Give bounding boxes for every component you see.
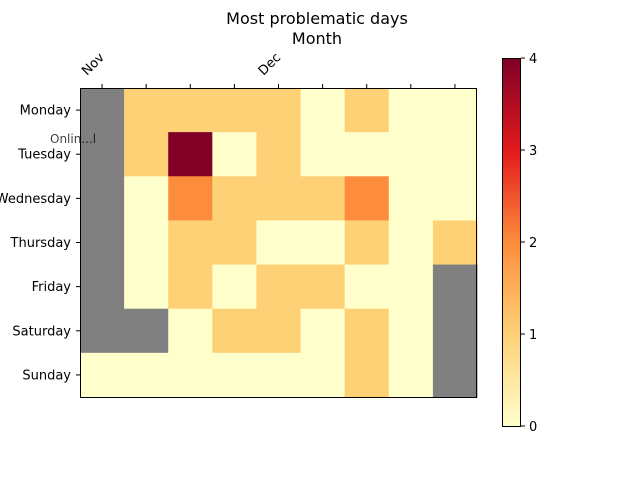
heatmap-cell	[212, 88, 257, 133]
y-tick-label: Wednesday	[0, 192, 71, 207]
heatmap-cell	[256, 352, 302, 398]
heatmap-cell	[124, 176, 169, 221]
heatmap-cell	[256, 132, 302, 177]
heatmap-cell	[124, 132, 169, 177]
heatmap-cell	[432, 132, 478, 177]
heatmap-cell	[344, 176, 390, 221]
heatmap-cell	[256, 220, 302, 266]
heatmap-cell	[432, 176, 478, 221]
heatmap-cell	[168, 132, 213, 177]
colorbar-tick-label: 4	[529, 52, 537, 67]
heatmap-cell	[80, 308, 125, 354]
heatmap-cell	[344, 132, 390, 177]
x-tick-label: Dec	[256, 50, 284, 78]
heatmap-cells	[80, 88, 478, 398]
heatmap-cell	[388, 88, 434, 133]
heatmap-cell	[300, 308, 346, 354]
heatmap-cell	[80, 176, 125, 221]
colorbar	[502, 58, 521, 427]
heatmap-cell	[388, 176, 434, 221]
watermark-text: Onlin...l	[50, 132, 96, 146]
heatmap-cell	[124, 264, 169, 310]
heatmap-cell	[388, 352, 434, 398]
y-tick-label: Friday	[32, 280, 72, 295]
y-tick-label: Monday	[20, 104, 72, 119]
heatmap-cell	[300, 220, 346, 266]
heatmap-cell	[388, 264, 434, 310]
chart-title: Most problematic days	[226, 9, 408, 28]
colorbar-tick-label: 1	[529, 328, 537, 343]
heatmap-cell	[344, 308, 390, 354]
heatmap-cell	[80, 264, 125, 310]
heatmap-cell	[124, 352, 169, 398]
y-tick-label: Saturday	[12, 324, 71, 339]
y-tick-label: Sunday	[22, 368, 71, 383]
heatmap-cell	[432, 220, 478, 266]
colorbar-tick-label: 0	[529, 420, 537, 435]
heatmap-cell	[212, 352, 257, 398]
heatmap-cell	[388, 132, 434, 177]
chart-subtitle: Month	[292, 29, 342, 48]
heatmap-cell	[80, 132, 125, 177]
heatmap-cell	[256, 308, 302, 354]
heatmap-cell	[80, 220, 125, 266]
y-axis-ticks: Monday Tuesday Wednesday Thursday Friday Satu…	[0, 104, 80, 383]
y-tick-label: Tuesday	[17, 148, 71, 163]
heatmap-cell	[300, 88, 346, 133]
heatmap-cell	[168, 220, 213, 266]
heatmap-cell	[300, 132, 346, 177]
heatmap-cell	[344, 352, 390, 398]
heatmap-cell	[212, 132, 257, 177]
heatmap-cell	[124, 308, 169, 354]
heatmap-cell	[168, 176, 213, 221]
heatmap-cell	[432, 88, 478, 133]
heatmap-cell	[432, 352, 478, 398]
heatmap-cell	[256, 176, 302, 221]
heatmap-cell	[212, 176, 257, 221]
plot-frame	[80, 88, 477, 398]
heatmap-cell	[388, 308, 434, 354]
heatmap-cell	[212, 308, 257, 354]
heatmap-cell	[432, 308, 478, 354]
heatmap-cell	[124, 88, 169, 133]
heatmap-cell	[80, 88, 125, 133]
heatmap-cell	[212, 264, 257, 310]
x-tick-label: Nov	[79, 50, 108, 79]
heatmap-cell	[256, 88, 302, 133]
heatmap-cell	[168, 308, 213, 354]
colorbar-tick-label: 3	[529, 144, 537, 159]
heatmap-cell	[388, 220, 434, 266]
heatmap-cell	[168, 264, 213, 310]
heatmap-cell	[300, 176, 346, 221]
heatmap-cell	[256, 264, 302, 310]
y-tick-label: Thursday	[10, 236, 72, 251]
heatmap-cell	[344, 264, 390, 310]
heatmap-cell	[212, 220, 257, 266]
colorbar-ticks: 0 1 2 3 4	[521, 52, 537, 435]
heatmap-cell	[168, 88, 213, 133]
heatmap-cell	[124, 220, 169, 266]
x-axis-ticks: Nov Dec	[79, 50, 456, 88]
heatmap-cell	[300, 352, 346, 398]
heatmap-cell	[344, 88, 390, 133]
heatmap-cell	[432, 264, 478, 310]
heatmap-cell	[168, 352, 213, 398]
heatmap-cell	[80, 352, 125, 398]
colorbar-tick-label: 2	[529, 236, 537, 251]
heatmap-cell	[344, 220, 390, 266]
heatmap-cell	[300, 264, 346, 310]
